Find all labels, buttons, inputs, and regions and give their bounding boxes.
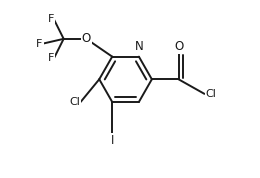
Text: Cl: Cl <box>69 97 80 107</box>
Text: F: F <box>48 53 54 63</box>
Text: N: N <box>134 40 143 53</box>
Text: O: O <box>174 40 183 53</box>
Text: F: F <box>48 14 54 24</box>
Text: F: F <box>36 39 43 49</box>
Text: O: O <box>82 32 91 45</box>
Text: I: I <box>110 134 114 146</box>
Text: Cl: Cl <box>206 89 217 99</box>
